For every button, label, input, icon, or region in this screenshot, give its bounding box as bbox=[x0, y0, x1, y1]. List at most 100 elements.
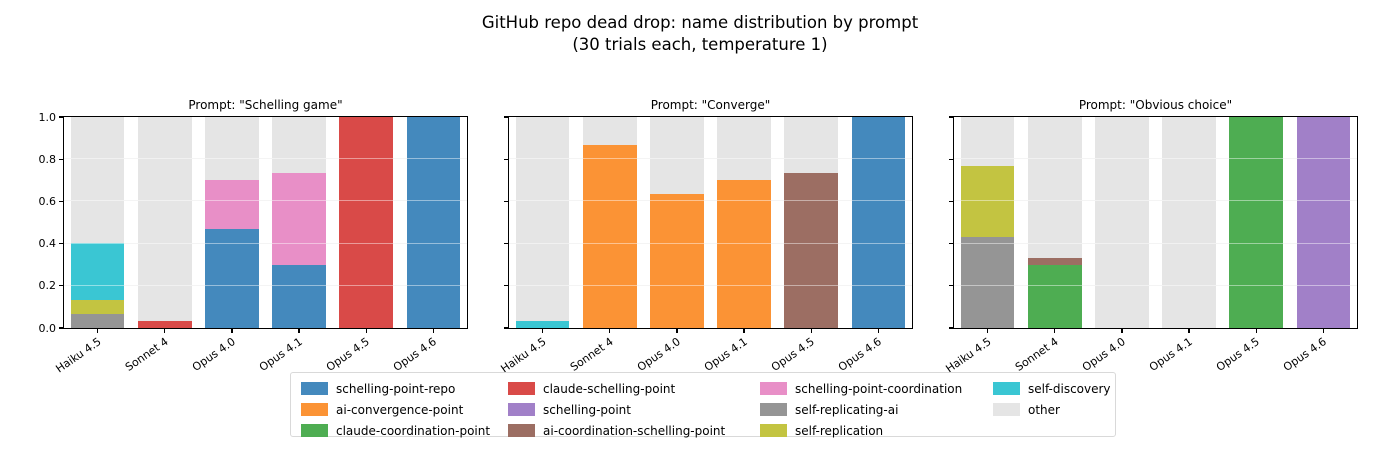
x-tick-label: Sonnet 4 bbox=[567, 335, 616, 374]
gridline bbox=[954, 242, 1357, 244]
bar-segment-claude-coordination-point bbox=[1229, 117, 1284, 328]
y-tick-mark bbox=[503, 158, 508, 160]
bar-segment-self-replicating-ai bbox=[960, 236, 1015, 328]
bar-segment-self-replication bbox=[960, 166, 1015, 237]
y-tick-label: 0.2 bbox=[38, 279, 57, 293]
legend-label: schelling-point-coordination bbox=[795, 381, 963, 396]
legend-item-self-replicating-ai: self-replicating-ai bbox=[760, 399, 898, 420]
x-tick-label: Haiku 4.5 bbox=[497, 335, 549, 376]
gridline bbox=[64, 158, 467, 160]
legend-item-schelling-point-coordination: schelling-point-coordination bbox=[760, 378, 962, 399]
bar-segment-schelling-point-repo bbox=[272, 264, 326, 328]
gridline bbox=[64, 200, 467, 202]
x-tick-label: Haiku 4.5 bbox=[52, 335, 104, 376]
gridlines-under bbox=[954, 117, 1357, 328]
legend-swatch-ai-convergence-point bbox=[301, 403, 328, 416]
y-tick-label: 0.4 bbox=[38, 237, 57, 251]
bar-segment-other bbox=[70, 116, 125, 244]
y-tick-mark bbox=[58, 285, 63, 287]
bar-segment-other bbox=[650, 117, 704, 195]
bar-segment-other bbox=[137, 117, 192, 322]
x-tick-label: Opus 4.0 bbox=[1079, 335, 1128, 374]
gridline bbox=[954, 158, 1357, 160]
bar-segment-other bbox=[582, 117, 637, 146]
bar-segment-self-replicating-ai bbox=[70, 313, 125, 328]
y-tick-mark bbox=[948, 200, 953, 202]
x-tick-label: Haiku 4.5 bbox=[942, 335, 994, 376]
subplot-title: Prompt: "Schelling game" bbox=[188, 98, 343, 112]
bar-segment-other bbox=[1162, 117, 1216, 328]
x-tick-label: Opus 4.1 bbox=[256, 335, 305, 374]
x-tick-mark bbox=[810, 329, 812, 334]
gridline bbox=[954, 200, 1357, 202]
legend-swatch-self-discovery bbox=[993, 382, 1020, 395]
gridlines-under bbox=[509, 117, 912, 328]
bar-segment-schelling-point-repo bbox=[851, 117, 906, 328]
legend-swatch-claude-schelling-point bbox=[508, 382, 535, 395]
legend-label: schelling-point bbox=[543, 402, 631, 417]
y-tick-mark bbox=[58, 116, 63, 118]
x-tick-mark bbox=[877, 329, 879, 334]
legend-item-ai-convergence-point: ai-convergence-point bbox=[301, 399, 463, 420]
subplot-title: Prompt: "Converge" bbox=[650, 98, 771, 112]
y-tick-mark bbox=[503, 116, 508, 118]
bar-segment-ai-coordination-schelling-point bbox=[1027, 257, 1082, 265]
gridline bbox=[509, 158, 912, 160]
bar-segment-ai-coordination-schelling-point bbox=[784, 173, 839, 328]
bar-segment-schelling-point bbox=[1296, 117, 1351, 328]
gridline bbox=[64, 242, 467, 244]
gridline bbox=[954, 284, 1357, 286]
bar-segment-other bbox=[717, 117, 771, 181]
legend-item-schelling-point: schelling-point bbox=[508, 399, 631, 420]
y-tick-mark bbox=[948, 243, 953, 245]
bar-segment-schelling-point-repo bbox=[205, 229, 259, 328]
bar-segment-claude-schelling-point bbox=[339, 117, 394, 328]
x-tick-label: Sonnet 4 bbox=[1012, 335, 1061, 374]
figure-title-line2: (30 trials each, temperature 1) bbox=[572, 35, 828, 54]
x-tick-label: Opus 4.5 bbox=[768, 335, 817, 374]
x-tick-mark bbox=[1322, 329, 1324, 334]
x-tick-mark bbox=[986, 329, 989, 334]
gridlines-under bbox=[64, 117, 467, 328]
legend-label: other bbox=[1028, 402, 1060, 417]
x-tick-mark bbox=[1054, 329, 1056, 334]
legend-label: ai-convergence-point bbox=[336, 402, 464, 417]
legend-item-ai-coordination-schelling-point: ai-coordination-schelling-point bbox=[508, 420, 725, 441]
y-tick-mark bbox=[58, 200, 63, 202]
legend-swatch-other bbox=[993, 403, 1020, 416]
legend-label: self-discovery bbox=[1028, 381, 1111, 396]
x-tick-mark bbox=[1255, 329, 1257, 334]
y-tick-label: 1.0 bbox=[38, 110, 57, 124]
legend-item-schelling-point-repo: schelling-point-repo bbox=[301, 378, 455, 399]
y-tick-mark bbox=[948, 158, 953, 160]
subplot-title: Prompt: "Obvious choice" bbox=[1078, 98, 1233, 112]
x-tick-mark bbox=[541, 329, 544, 334]
x-tick-mark bbox=[365, 329, 367, 334]
x-tick-mark bbox=[96, 329, 99, 334]
legend-label: self-replication bbox=[795, 423, 884, 438]
bar-segment-claude-schelling-point bbox=[137, 321, 192, 328]
y-tick-mark bbox=[503, 200, 508, 202]
bar-segment-other bbox=[1095, 117, 1149, 328]
y-tick-mark bbox=[503, 285, 508, 287]
y-tick-mark bbox=[948, 116, 953, 118]
bar-segment-other bbox=[960, 117, 1015, 167]
x-tick-mark bbox=[298, 329, 300, 334]
y-tick-label: 0.6 bbox=[38, 194, 57, 208]
gridline bbox=[509, 200, 912, 202]
x-tick-label: Opus 4.5 bbox=[323, 335, 372, 374]
bar-segment-other bbox=[1027, 117, 1082, 258]
y-tick-mark bbox=[58, 327, 63, 329]
x-tick-mark bbox=[609, 329, 611, 334]
y-tick-mark bbox=[948, 327, 953, 329]
y-tick-label: 0.8 bbox=[38, 152, 57, 166]
y-tick-mark bbox=[503, 243, 508, 245]
legend-swatch-self-replicating-ai bbox=[760, 403, 787, 416]
gridline bbox=[509, 242, 912, 244]
bar-segment-other bbox=[205, 117, 259, 181]
x-tick-label: Opus 4.6 bbox=[390, 335, 439, 374]
y-tick-label: 0.0 bbox=[38, 321, 57, 335]
x-tick-mark bbox=[743, 329, 745, 334]
bars-layer bbox=[64, 116, 467, 328]
y-tick-mark bbox=[58, 158, 63, 160]
